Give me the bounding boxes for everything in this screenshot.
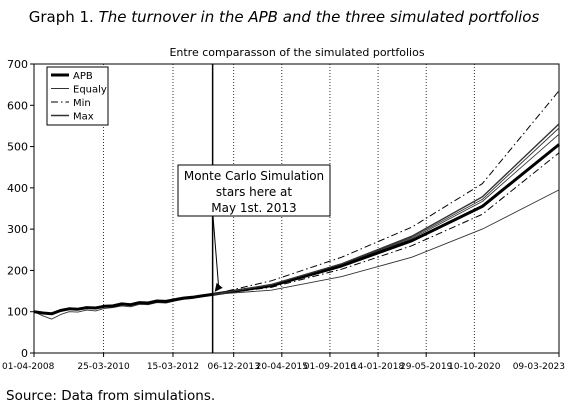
series-line-min <box>212 90 560 295</box>
axes-layer: 01-04-2008 25-03-2010 15-03-2012 06-12-2013… <box>2 58 565 372</box>
x-tick-label: 29-05-2019 <box>400 362 453 372</box>
y-tick-label: 600 <box>7 99 28 112</box>
y-tick-label: 0 <box>21 347 28 360</box>
annotation-arrowhead <box>214 282 223 292</box>
legend-label: Equaly <box>73 85 107 96</box>
x-tick-label: 10-10-2020 <box>448 362 501 372</box>
x-tick-label: 01-09-2016 <box>304 362 357 372</box>
x-tick-label: 06-12-2013 <box>208 362 260 372</box>
y-tick-label: 300 <box>7 223 28 236</box>
legend-label: Min <box>73 98 91 109</box>
grid-layer <box>103 64 475 353</box>
x-tick-label: 15-03-2012 <box>147 362 199 372</box>
y-tick-label: 700 <box>7 58 28 71</box>
series-layer <box>33 90 560 320</box>
y-tick-label: 200 <box>7 264 28 277</box>
source-note: Source: Data from simulations. <box>6 388 216 404</box>
x-tick-label: 01-04-2008 <box>2 362 55 372</box>
x-tick-label: 09-03-2023 <box>513 362 565 372</box>
y-tick-label: 400 <box>7 182 28 195</box>
chart-title: Entre comparasson of the simulated portf… <box>169 46 424 59</box>
annotation-box <box>177 164 331 217</box>
y-tick-label: 100 <box>7 306 28 319</box>
annotation-layer: Monte Carlo Simulation stars here at May 1… <box>177 64 331 353</box>
x-tick-label: 14-01-2018 <box>352 362 405 372</box>
series-line-apb <box>212 143 560 296</box>
annotation-text-line: Monte Carlo Simulation <box>184 169 324 183</box>
annotation-text-line: stars here at <box>216 185 293 199</box>
legend-label: APB <box>73 71 93 82</box>
series-line-equaly <box>212 189 560 295</box>
figure-caption-text: The turnover in the APB and the three si… <box>98 8 540 26</box>
x-tick-label: 25-03-2010 <box>77 362 130 372</box>
annotation-arrow-line <box>212 215 220 287</box>
legend-label: Max <box>73 112 94 123</box>
figure-caption: Graph 1. The turnover in the APB and the… <box>0 8 568 26</box>
figure-number: Graph 1. <box>28 8 94 26</box>
annotation-text-line: May 1st. 2013 <box>211 201 296 215</box>
chart-legend: APB Equaly Min Max <box>46 66 109 126</box>
plot-frame <box>33 63 560 354</box>
historical-line <box>33 292 213 316</box>
y-tick-label: 500 <box>7 141 28 154</box>
series-line-max <box>212 123 560 296</box>
x-tick-label: 20-04-2015 <box>256 362 308 372</box>
